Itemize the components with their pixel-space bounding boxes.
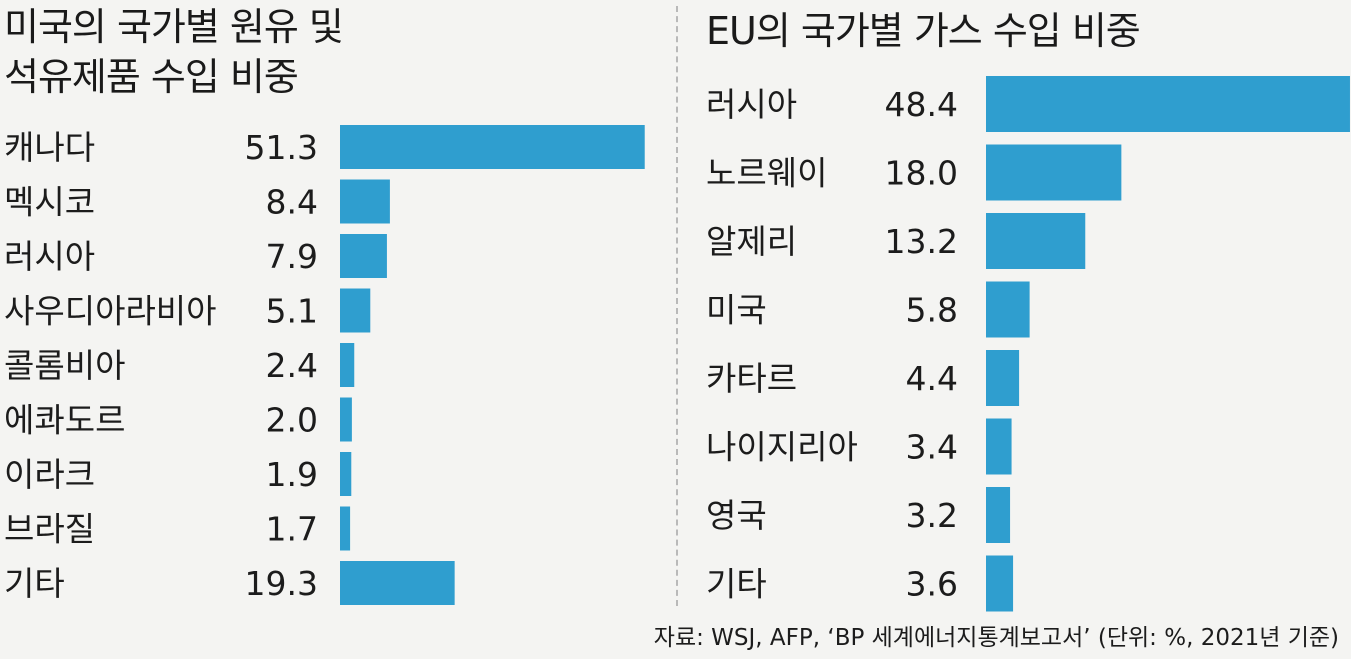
data-bar xyxy=(986,213,1086,269)
data-bar xyxy=(986,281,1030,338)
category-label: 러시아 xyxy=(4,237,95,276)
category-label: 브라질 xyxy=(4,510,95,549)
data-bar xyxy=(340,234,387,278)
data-bar xyxy=(340,506,351,551)
category-label: 사우디아라비아 xyxy=(4,292,217,331)
category-label: 기타 xyxy=(4,564,65,603)
us-chart-title: 미국의 국가별 원유 및 석유제품 수입 비중 xyxy=(4,5,344,99)
value-label: 3.2 xyxy=(906,496,958,535)
category-label: 노르웨이 xyxy=(706,154,827,193)
value-label: 1.9 xyxy=(266,455,318,494)
value-label: 5.1 xyxy=(266,292,318,331)
value-label: 8.4 xyxy=(266,183,318,222)
value-label: 18.0 xyxy=(885,154,958,193)
value-label: 19.3 xyxy=(245,564,318,603)
category-label: 멕시코 xyxy=(4,183,95,222)
value-label: 2.4 xyxy=(266,346,318,385)
data-bar xyxy=(340,343,355,387)
data-bar xyxy=(986,418,1012,475)
category-label: 캐나다 xyxy=(4,128,95,167)
data-bar xyxy=(340,452,352,496)
value-label: 1.7 xyxy=(266,510,318,549)
category-label: 나이지리아 xyxy=(706,428,858,467)
data-bar xyxy=(340,397,352,442)
category-label: 에콰도르 xyxy=(4,401,125,440)
category-label: 미국 xyxy=(706,291,767,330)
data-bar xyxy=(986,350,1020,406)
value-label: 48.4 xyxy=(885,85,958,124)
category-label: 이라크 xyxy=(4,455,95,494)
category-label: 러시아 xyxy=(706,85,797,124)
category-label: 알제리 xyxy=(706,222,797,261)
eu-gas-import-chart: EU의 국가별 가스 수입 비중 러시아 48.4 노르웨이 18.0 알제리 13.2 미… xyxy=(690,0,1351,620)
category-label: 영국 xyxy=(706,496,767,535)
value-label: 3.6 xyxy=(906,565,958,604)
us-chart-plot: 캐나다 51.3 멕시코 8.4 러시아 7.9 사우디아라비아 5.1 콜롬비아 2.4 에콰도르… xyxy=(4,125,645,605)
data-bar xyxy=(986,144,1122,201)
value-label: 3.4 xyxy=(906,428,958,467)
value-label: 7.9 xyxy=(266,237,318,276)
data-bar xyxy=(340,561,455,605)
data-bar xyxy=(986,76,1350,132)
category-label: 카타르 xyxy=(706,359,797,398)
data-bar xyxy=(986,555,1014,612)
value-label: 51.3 xyxy=(245,128,318,167)
data-bar xyxy=(340,179,390,224)
source-note: 자료: WSJ, AFP, ‘BP 세계에너지통계보고서’ (단위: %, 20… xyxy=(653,625,1339,651)
us-oil-import-chart: 미국의 국가별 원유 및 석유제품 수입 비중 캐나다 51.3 멕시코 8.4 러시아 7… xyxy=(0,0,660,620)
category-label: 기타 xyxy=(706,565,767,604)
data-bar xyxy=(340,125,645,169)
panel-divider xyxy=(676,6,678,606)
category-label: 콜롬비아 xyxy=(4,346,125,385)
data-bar xyxy=(986,487,1011,543)
eu-chart-title: EU의 국가별 가스 수입 비중 xyxy=(706,9,1141,53)
value-label: 13.2 xyxy=(885,222,958,261)
data-bar xyxy=(340,288,371,333)
eu-chart-plot: 러시아 48.4 노르웨이 18.0 알제리 13.2 미국 5.8 카타르 4.4 나이지리아 3.… xyxy=(706,76,1350,612)
value-label: 2.0 xyxy=(266,401,318,440)
value-label: 4.4 xyxy=(906,359,958,398)
value-label: 5.8 xyxy=(906,291,958,330)
